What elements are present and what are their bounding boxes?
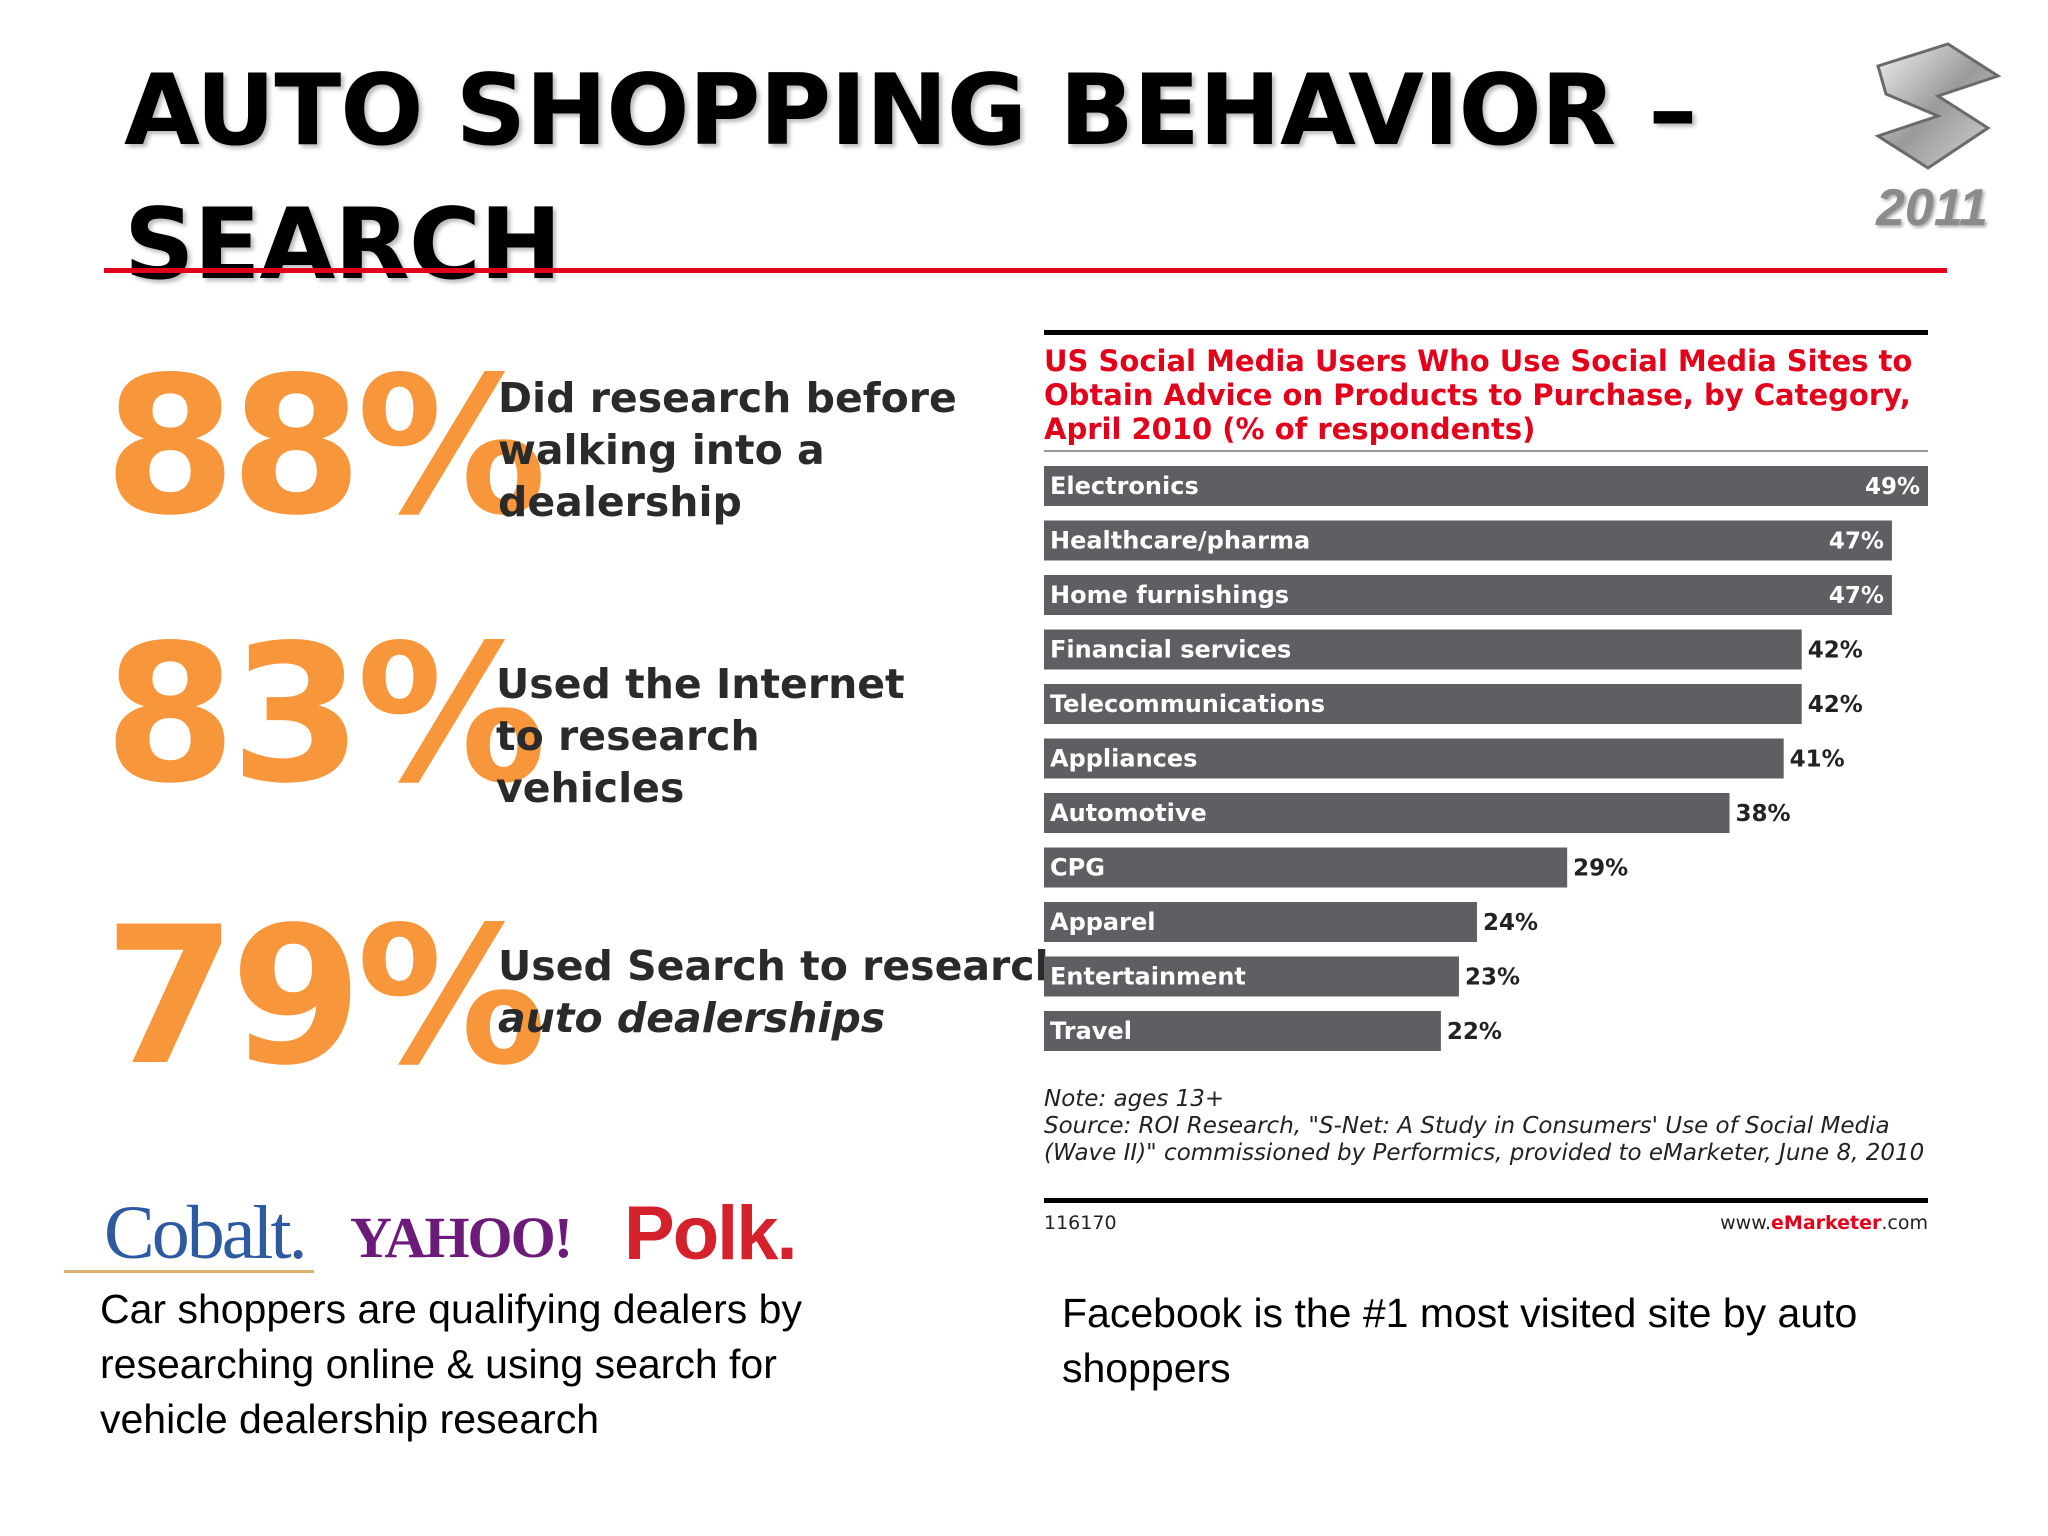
chart-brand-suffix: .com <box>1881 1212 1928 1234</box>
bar-category-label: Entertainment <box>1050 963 1246 991</box>
bar-category-label: Electronics <box>1050 472 1199 500</box>
bar-value-label: 49% <box>1865 474 1920 500</box>
chart-id: 116170 <box>1044 1212 1117 1234</box>
bar-category-label: Appliances <box>1050 745 1197 773</box>
bar-category-label: Telecommunications <box>1050 690 1325 718</box>
bar <box>1044 575 1892 615</box>
stat-value: 88% <box>104 336 547 557</box>
stat-text: Used the Internet to research vehicles <box>496 660 905 812</box>
bar-value-label: 24% <box>1483 910 1538 936</box>
chart-top-rule <box>1044 330 1928 335</box>
bar-value-label: 47% <box>1829 529 1884 555</box>
bar <box>1044 738 1784 779</box>
bar <box>1044 629 1802 670</box>
bar-category-label: CPG <box>1050 854 1105 882</box>
bar <box>1044 847 1568 888</box>
bar-category-label: Home furnishings <box>1050 581 1289 609</box>
bar-value-label: 23% <box>1465 965 1520 991</box>
brand-logo-icon <box>1874 42 2002 170</box>
bar <box>1044 520 1892 561</box>
bar-category-label: Travel <box>1050 1017 1132 1045</box>
stat-text-line2: auto dealerships <box>498 994 886 1042</box>
stat-text: Used Search to research auto dealerships <box>498 940 1118 1044</box>
bar-value-label: 22% <box>1447 1019 1502 1045</box>
chart-title: US Social Media Users Who Use Social Med… <box>1044 344 1913 446</box>
bar <box>1044 956 1459 997</box>
chart-bottom-rule <box>1044 1198 1928 1203</box>
chart-source: Source: ROI Research, "S-Net: A Study in… <box>1044 1113 1925 1166</box>
chart-notes: Note: ages 13+ Source: ROI Research, "S-… <box>1044 1086 1928 1167</box>
caption-left: Car shoppers are qualifying dealers by r… <box>100 1286 802 1442</box>
bar <box>1044 1011 1441 1051</box>
stat-text-line1: Used Search to research <box>498 942 1064 990</box>
bar-category-label: Financial services <box>1050 636 1291 664</box>
chart-title-rule <box>1044 450 1928 452</box>
chart-brand-name: eMarketer <box>1771 1212 1882 1234</box>
bar-value-label: 38% <box>1736 801 1791 827</box>
chart-brand-prefix: www. <box>1720 1212 1772 1234</box>
bar-value-label: 42% <box>1808 692 1863 718</box>
slide-title-line2: SEARCH <box>124 188 562 302</box>
polk-logo: Polk. <box>624 1191 798 1276</box>
bar-category-label: Apparel <box>1050 908 1155 936</box>
bar-value-label: 47% <box>1829 583 1884 609</box>
slide-title: AUTO SHOPPING BEHAVIOR – SEARCH <box>124 44 1724 312</box>
bar-category-label: Healthcare/pharma <box>1050 527 1310 555</box>
chart: US Social Media Users Who Use Social Med… <box>1044 330 1928 1242</box>
bar-value-label: 29% <box>1573 856 1628 882</box>
chart-note: Note: ages 13+ <box>1044 1086 1225 1112</box>
logo-year: 2011 <box>1876 179 1988 237</box>
slide-title-line1: AUTO SHOPPING BEHAVIOR – <box>124 54 1697 168</box>
yahoo-logo: YAHOO! <box>350 1205 573 1270</box>
chart-brand: www.eMarketer.com <box>1720 1212 1928 1234</box>
bar <box>1044 684 1802 724</box>
caption-right: Facebook is the #1 most visited site by … <box>1062 1290 1858 1391</box>
stat-value: 83% <box>104 604 547 825</box>
title-underline <box>104 268 1947 273</box>
bar-category-label: Automotive <box>1050 799 1207 827</box>
bar <box>1044 902 1477 942</box>
cobalt-logo-rule <box>64 1270 314 1273</box>
stat-value: 79% <box>104 886 547 1107</box>
chart-plot: Electronics 49% Healthcare/pharma 47% Home f… <box>1044 466 1928 1051</box>
bar-value-label: 41% <box>1790 747 1845 773</box>
bar <box>1044 793 1730 833</box>
stat-text: Did research before walking into a deale… <box>498 374 957 526</box>
bar-value-label: 42% <box>1808 638 1863 664</box>
bar <box>1044 466 1928 506</box>
partner-logos: Cobalt. YAHOO! Polk. <box>64 1190 824 1280</box>
cobalt-logo: Cobalt. <box>104 1191 308 1275</box>
